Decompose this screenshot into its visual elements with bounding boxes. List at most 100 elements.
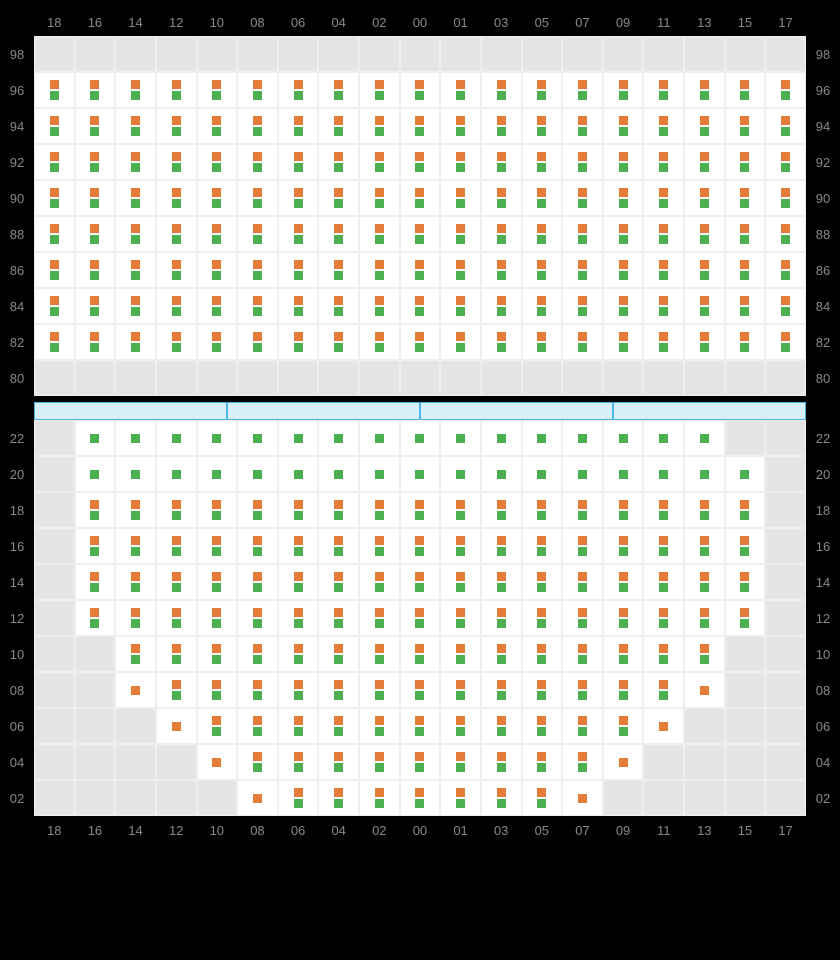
seat-bottom-icon[interactable] <box>619 199 628 208</box>
seat-top-icon[interactable] <box>700 536 709 545</box>
seat-top-icon[interactable] <box>781 188 790 197</box>
seat-bottom-icon[interactable] <box>578 91 587 100</box>
seat-bottom-icon[interactable] <box>537 199 546 208</box>
seat-bottom-icon[interactable] <box>700 583 709 592</box>
seat-bottom-icon[interactable] <box>172 307 181 316</box>
seat-top-icon[interactable] <box>50 260 59 269</box>
seat-top-icon[interactable] <box>781 116 790 125</box>
seat-bottom-icon[interactable] <box>619 470 628 479</box>
seat-top-icon[interactable] <box>131 152 140 161</box>
seat-bottom-icon[interactable] <box>578 763 587 772</box>
seat-bottom-icon[interactable] <box>172 235 181 244</box>
seat-top-icon[interactable] <box>537 608 546 617</box>
seat-top-icon[interactable] <box>659 296 668 305</box>
seat-top-icon[interactable] <box>456 152 465 161</box>
seat-bottom-icon[interactable] <box>497 307 506 316</box>
seat-bottom-icon[interactable] <box>375 199 384 208</box>
seat-top-icon[interactable] <box>619 188 628 197</box>
seat-bottom-icon[interactable] <box>456 511 465 520</box>
seat-top-icon[interactable] <box>253 536 262 545</box>
seat-top-icon[interactable] <box>497 260 506 269</box>
seat-top-icon[interactable] <box>90 152 99 161</box>
seat-bottom-icon[interactable] <box>253 763 262 772</box>
seat-bottom-icon[interactable] <box>497 127 506 136</box>
seat-top-icon[interactable] <box>415 224 424 233</box>
seat-bottom-icon[interactable] <box>90 583 99 592</box>
seat-top-icon[interactable] <box>415 188 424 197</box>
seat-bottom-icon[interactable] <box>497 763 506 772</box>
seat-top-icon[interactable] <box>90 116 99 125</box>
seat-bottom-icon[interactable] <box>375 235 384 244</box>
seat-top-icon[interactable] <box>212 188 221 197</box>
seat-bottom-icon[interactable] <box>294 91 303 100</box>
seat-bottom-icon[interactable] <box>253 163 262 172</box>
seat-bottom-icon[interactable] <box>537 583 546 592</box>
seat-top-icon[interactable] <box>415 752 424 761</box>
seat-top-icon[interactable] <box>497 644 506 653</box>
seat-bottom-icon[interactable] <box>415 619 424 628</box>
seat-top-icon[interactable] <box>537 644 546 653</box>
seat-bottom-icon[interactable] <box>294 763 303 772</box>
seat-bottom-icon[interactable] <box>172 655 181 664</box>
seat-top-icon[interactable] <box>172 80 181 89</box>
seat-bottom-icon[interactable] <box>700 434 709 443</box>
seat-bottom-icon[interactable] <box>172 199 181 208</box>
seat-top-icon[interactable] <box>700 260 709 269</box>
seat-top-icon[interactable] <box>578 80 587 89</box>
seat-bottom-icon[interactable] <box>456 655 465 664</box>
seat-bottom-icon[interactable] <box>415 470 424 479</box>
seat-bottom-icon[interactable] <box>375 691 384 700</box>
seat-top-icon[interactable] <box>619 536 628 545</box>
seat-bottom-icon[interactable] <box>537 91 546 100</box>
seat-top-icon[interactable] <box>578 644 587 653</box>
seat-top-icon[interactable] <box>740 188 749 197</box>
seat-top-icon[interactable] <box>700 500 709 509</box>
seat-bottom-icon[interactable] <box>497 91 506 100</box>
seat-top-icon[interactable] <box>456 716 465 725</box>
seat-top-icon[interactable] <box>497 152 506 161</box>
seat-top-icon[interactable] <box>740 296 749 305</box>
seat-top-icon[interactable] <box>375 296 384 305</box>
seat-top-icon[interactable] <box>659 536 668 545</box>
seat-bottom-icon[interactable] <box>294 727 303 736</box>
seat-top-icon[interactable] <box>659 80 668 89</box>
seat-bottom-icon[interactable] <box>212 470 221 479</box>
seat-top-icon[interactable] <box>212 644 221 653</box>
seat-top-icon[interactable] <box>50 116 59 125</box>
seat-top-icon[interactable] <box>294 716 303 725</box>
seat-top-icon[interactable] <box>537 680 546 689</box>
seat-top-icon[interactable] <box>334 332 343 341</box>
seat-bottom-icon[interactable] <box>334 163 343 172</box>
seat-bottom-icon[interactable] <box>212 727 221 736</box>
seat-top-icon[interactable] <box>537 224 546 233</box>
seat-bottom-icon[interactable] <box>131 470 140 479</box>
seat-bottom-icon[interactable] <box>253 511 262 520</box>
seat-bottom-icon[interactable] <box>212 235 221 244</box>
seat-top-icon[interactable] <box>578 608 587 617</box>
seat-bottom-icon[interactable] <box>172 470 181 479</box>
seat-bottom-icon[interactable] <box>537 727 546 736</box>
seat-bottom-icon[interactable] <box>700 619 709 628</box>
seat-bottom-icon[interactable] <box>700 655 709 664</box>
seat-bottom-icon[interactable] <box>172 547 181 556</box>
seat-bottom-icon[interactable] <box>456 235 465 244</box>
seat-top-icon[interactable] <box>253 116 262 125</box>
seat-bottom-icon[interactable] <box>50 127 59 136</box>
seat-top-icon[interactable] <box>700 188 709 197</box>
seat-bottom-icon[interactable] <box>90 235 99 244</box>
seat-bottom-icon[interactable] <box>334 470 343 479</box>
seat-bottom-icon[interactable] <box>334 199 343 208</box>
seat-bottom-icon[interactable] <box>578 470 587 479</box>
seat-bottom-icon[interactable] <box>456 470 465 479</box>
seat-top-icon[interactable] <box>131 686 140 695</box>
seat-bottom-icon[interactable] <box>537 799 546 808</box>
seat-top-icon[interactable] <box>334 680 343 689</box>
seat-bottom-icon[interactable] <box>294 343 303 352</box>
seat-top-icon[interactable] <box>659 500 668 509</box>
seat-bottom-icon[interactable] <box>172 583 181 592</box>
seat-top-icon[interactable] <box>212 758 221 767</box>
seat-bottom-icon[interactable] <box>659 163 668 172</box>
seat-top-icon[interactable] <box>781 260 790 269</box>
seat-bottom-icon[interactable] <box>131 583 140 592</box>
seat-top-icon[interactable] <box>253 188 262 197</box>
